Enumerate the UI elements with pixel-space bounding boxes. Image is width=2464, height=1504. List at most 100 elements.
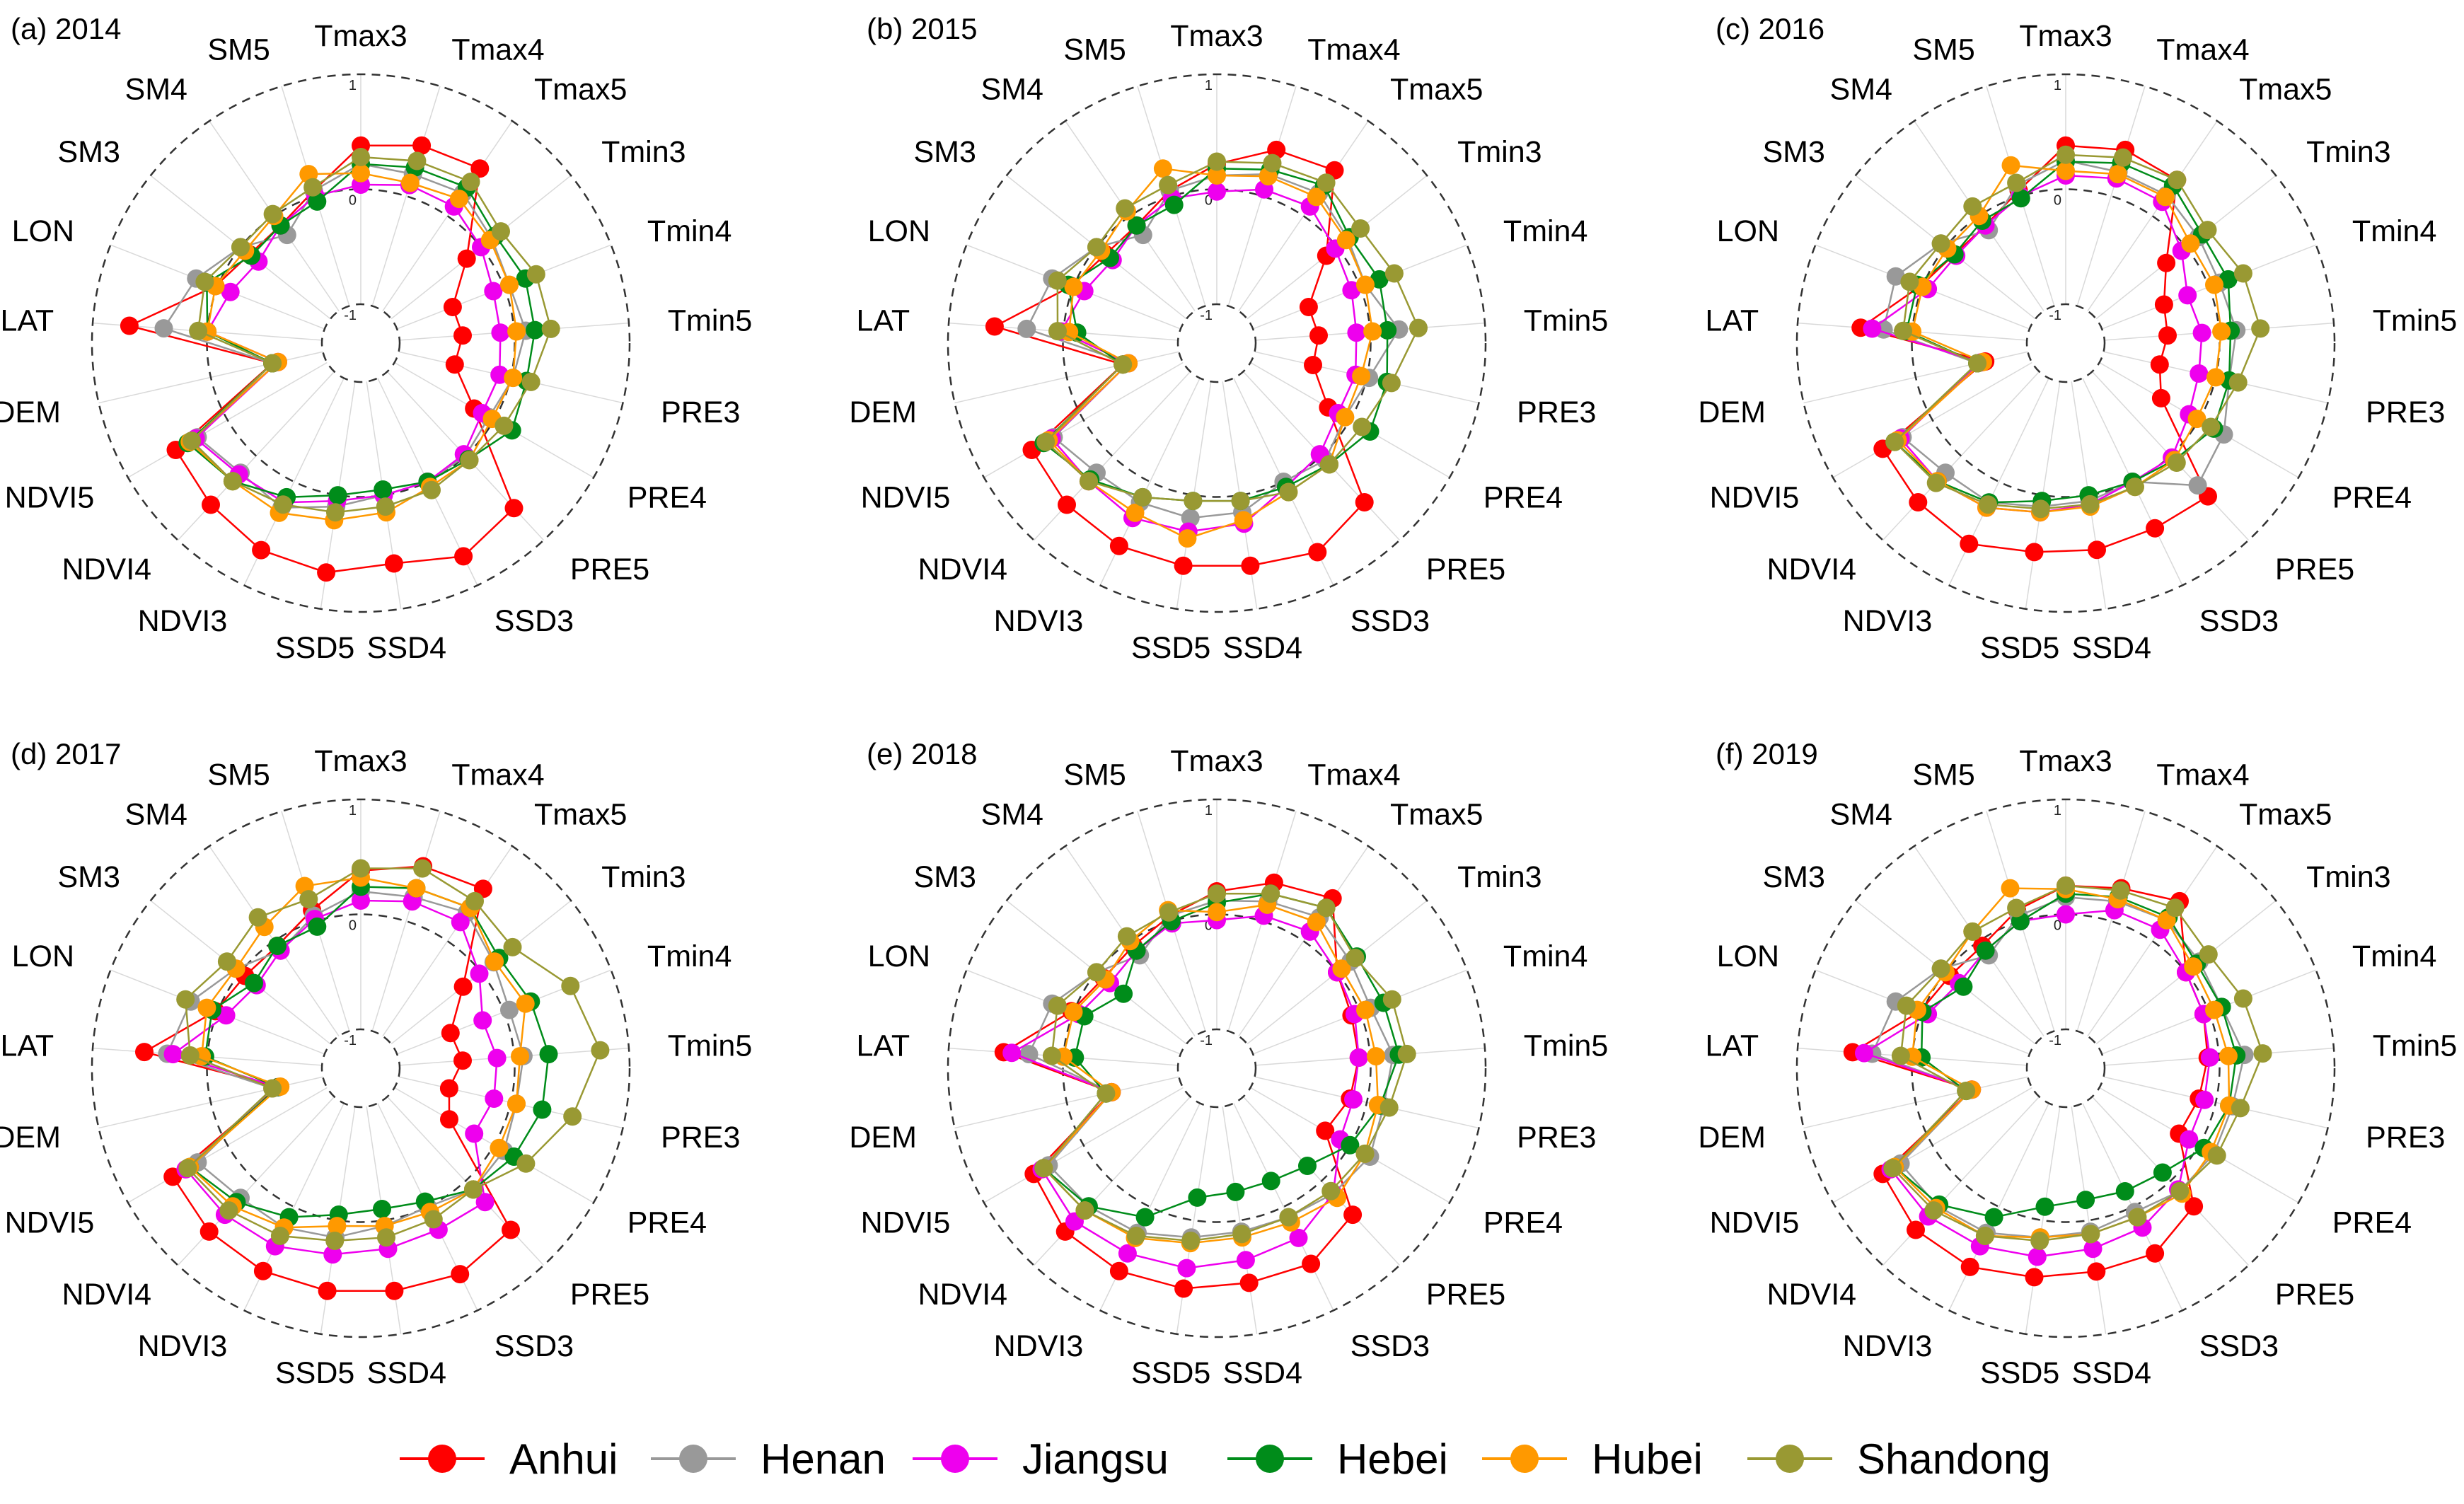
grid-circle bbox=[1795, 798, 2336, 1338]
axis-label-ssd5: SSD5 bbox=[275, 1356, 354, 1390]
data-point-hebei-pre5 bbox=[2153, 1163, 2172, 1182]
data-point-jiangsu-tmax5 bbox=[451, 913, 470, 932]
data-point-shandong-ssd4 bbox=[1232, 1225, 1251, 1244]
grid-level-label: 0 bbox=[2054, 193, 2061, 209]
data-point-hubei-ssd4 bbox=[1234, 511, 1253, 530]
axis-label-sm5: SM5 bbox=[1063, 33, 1126, 66]
axis-label-pre4: PRE4 bbox=[627, 481, 707, 515]
series-line-anhui bbox=[992, 149, 1366, 567]
data-point-jiangsu-pre4 bbox=[2180, 1130, 2199, 1149]
data-point-shandong-pre3 bbox=[1380, 1098, 1399, 1117]
axis-label-dem: DEM bbox=[1698, 1121, 1766, 1155]
data-point-jiangsu-ndvi3 bbox=[1118, 1244, 1137, 1263]
data-point-anhui-ndvi4 bbox=[1909, 493, 1928, 511]
data-point-hubei-pre3 bbox=[504, 369, 523, 388]
axis-label-ndvi4: NDVI4 bbox=[918, 553, 1007, 586]
legend-label: Hebei bbox=[1337, 1435, 1448, 1483]
data-point-hubei-tmax5 bbox=[1307, 913, 1326, 932]
axis-label-lon: LON bbox=[12, 939, 74, 973]
data-point-shandong-tmax4 bbox=[1261, 884, 1280, 903]
legend-item-henan: Henan bbox=[651, 1435, 886, 1483]
grid-level-label: 1 bbox=[349, 803, 357, 818]
axis-label-lon: LON bbox=[12, 214, 74, 248]
data-point-hubei-tmax3 bbox=[352, 163, 370, 183]
data-point-jiangsu-pre3 bbox=[2190, 364, 2209, 383]
data-point-shandong-tmin4 bbox=[2233, 989, 2252, 1008]
data-point-shandong-pre3 bbox=[2231, 1099, 2250, 1118]
data-point-shandong-ssd3 bbox=[1279, 482, 1298, 502]
data-point-shandong-tmax3 bbox=[2057, 876, 2075, 895]
data-point-shandong-tmin4 bbox=[1382, 990, 1401, 1009]
data-point-anhui-tmin5 bbox=[453, 326, 472, 345]
data-point-hubei-tmax3 bbox=[1208, 903, 1226, 922]
data-point-shandong-lat bbox=[180, 1046, 199, 1065]
data-point-jiangsu-tmin4 bbox=[2178, 286, 2197, 305]
data-point-anhui-pre4 bbox=[1316, 1121, 1335, 1140]
data-point-jiangsu-lat bbox=[1863, 319, 1882, 338]
series-line-henan bbox=[1025, 173, 1400, 519]
data-point-shandong-ndvi4 bbox=[1924, 1201, 1943, 1220]
legend-marker bbox=[428, 1445, 456, 1473]
series-shandong bbox=[1883, 876, 2272, 1250]
radar-spoke bbox=[1238, 120, 1369, 311]
axis-label-tmax5: Tmax5 bbox=[2239, 798, 2332, 832]
data-point-hubei-tmin3 bbox=[1332, 959, 1351, 978]
grid-level-label: 0 bbox=[1205, 193, 1213, 209]
grid-circle bbox=[1176, 303, 1257, 383]
radar-panel-1: (a) 2014 -1 0 1 Tmax3 Tmax4 Tmax5 Tmin3 Tmin4 Tmi… bbox=[0, 12, 752, 665]
data-point-anhui-ssd4 bbox=[2088, 540, 2106, 560]
axis-label-tmax3: Tmax3 bbox=[2019, 19, 2112, 53]
data-point-shandong-lon bbox=[176, 990, 195, 1009]
axis-label-lat: LAT bbox=[1, 1029, 54, 1063]
data-point-anhui-ssd3 bbox=[2146, 1244, 2165, 1263]
radar-spoke bbox=[1222, 1106, 1258, 1334]
axis-label-sm5: SM5 bbox=[1912, 33, 1974, 66]
data-point-shandong-lat bbox=[1894, 321, 1913, 340]
axis-label-tmin4: Tmin4 bbox=[647, 214, 731, 248]
data-point-hebei-sm4 bbox=[268, 937, 287, 955]
data-point-hubei-sm5 bbox=[1153, 159, 1172, 178]
data-point-hubei-tmax4 bbox=[400, 173, 420, 192]
data-point-hebei-tmin4 bbox=[2219, 270, 2238, 289]
axis-label-sm3: SM3 bbox=[57, 135, 120, 169]
data-point-hubei-tmin5 bbox=[2212, 322, 2231, 341]
data-point-shandong-tmax5 bbox=[2168, 170, 2187, 190]
axis-label-pre4: PRE4 bbox=[627, 1206, 707, 1240]
data-point-hebei-ssd5 bbox=[328, 486, 347, 505]
data-point-shandong-ndvi3 bbox=[270, 1227, 289, 1245]
panel-title: (d) 2017 bbox=[11, 737, 121, 770]
grid-circle bbox=[1062, 188, 1372, 498]
data-point-anhui-ssd3 bbox=[454, 547, 473, 566]
grid-circle bbox=[2025, 1028, 2106, 1109]
data-point-hubei-tmin5 bbox=[1363, 322, 1382, 341]
data-point-shandong-dem bbox=[1957, 1082, 1976, 1101]
data-point-hubei-tmin3 bbox=[1336, 231, 1355, 250]
data-point-shandong-tmin3 bbox=[1346, 949, 1365, 968]
data-point-jiangsu-tmin4 bbox=[484, 282, 503, 301]
axis-label-tmax5: Tmax5 bbox=[534, 73, 627, 107]
data-point-jiangsu-lat bbox=[1002, 1043, 1022, 1063]
data-point-shandong-ssd5 bbox=[325, 1232, 345, 1250]
data-point-shandong-tmin3 bbox=[492, 222, 510, 241]
axis-label-ssd4: SSD4 bbox=[1223, 1356, 1302, 1390]
data-point-shandong-sm5 bbox=[2007, 898, 2026, 918]
data-point-shandong-pre5 bbox=[460, 451, 479, 470]
data-point-hebei-sm5 bbox=[2011, 189, 2030, 208]
series-line-shandong bbox=[1044, 161, 1420, 502]
grid-circle bbox=[91, 73, 631, 613]
series-hebei bbox=[1885, 152, 2240, 512]
axis-label-lon: LON bbox=[868, 939, 930, 973]
data-point-jiangsu-tmin5 bbox=[487, 1048, 507, 1068]
data-point-jiangsu-pre5 bbox=[475, 1193, 494, 1212]
series-henan bbox=[1017, 165, 1409, 528]
axis-label-lon: LON bbox=[1717, 939, 1779, 973]
series-line-hebei bbox=[1893, 161, 2232, 504]
axis-label-pre3: PRE3 bbox=[1517, 1121, 1596, 1155]
axis-label-sm5: SM5 bbox=[207, 33, 270, 66]
data-point-shandong-sm4 bbox=[1116, 199, 1135, 218]
axis-label-ssd4: SSD4 bbox=[2072, 1356, 2151, 1390]
data-point-hebei-sm5 bbox=[1164, 195, 1184, 214]
radar-spoke bbox=[2025, 1106, 2061, 1334]
data-point-shandong-dem bbox=[1968, 354, 1987, 373]
